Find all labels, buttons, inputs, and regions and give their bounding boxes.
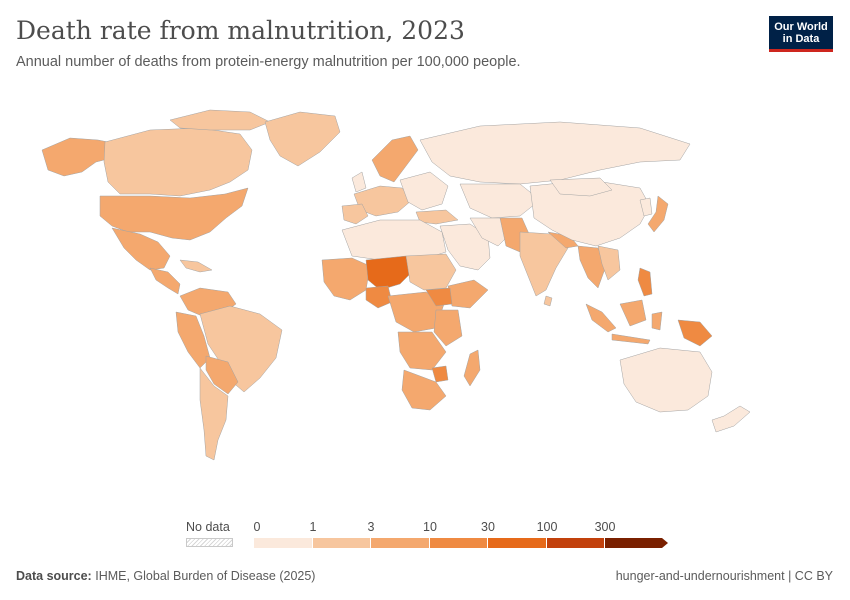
legend-tick-0: 0 (253, 520, 261, 534)
region-japan (647, 195, 669, 233)
region-new-zealand (711, 405, 751, 433)
region-china (529, 179, 651, 247)
license-text[interactable]: hunger-and-undernourishment | CC BY (615, 569, 833, 583)
legend-bin-300-plus (605, 538, 662, 548)
legend-bin-10-30 (430, 538, 488, 548)
region-scandinavia (371, 135, 419, 183)
region-caribbean (179, 259, 213, 273)
region-horn-of-africa (447, 279, 489, 309)
logo-line-2: in Data (782, 33, 820, 45)
world-map[interactable] (0, 100, 850, 510)
region-new-guinea (677, 319, 713, 347)
region-usa (99, 187, 249, 241)
chart-subtitle: Annual number of deaths from protein-ene… (16, 54, 521, 70)
legend-tick-1: 1 (309, 520, 317, 534)
legend-no-data-swatch (186, 538, 233, 547)
legend-bin-30-100 (488, 538, 547, 548)
owid-logo[interactable]: Our World in Data (769, 16, 833, 52)
region-zimbabwe (431, 365, 449, 383)
region-central-america (149, 267, 181, 295)
region-uk (351, 171, 367, 193)
data-source-text[interactable]: IHME, Global Burden of Disease (2025) (95, 569, 316, 583)
legend-arrow-icon (662, 538, 668, 548)
region-nigeria (365, 285, 393, 309)
region-north-africa (341, 219, 447, 261)
region-brazil (199, 305, 283, 393)
legend-no-data-label: No data (186, 520, 230, 534)
region-mexico (111, 227, 171, 271)
region-canada-islands (169, 109, 271, 131)
region-sumatra (585, 303, 617, 333)
region-sulawesi (651, 311, 663, 331)
region-java (611, 333, 651, 345)
region-russia (419, 121, 691, 185)
legend-bin-100-300 (547, 538, 605, 548)
region-ethiopia (425, 287, 453, 307)
region-myanmar-thailand (577, 245, 607, 289)
chart-title: Death rate from malnutrition, 2023 (16, 16, 465, 45)
region-australia (619, 347, 713, 413)
legend-tick-10: 10 (423, 520, 437, 534)
region-greenland (264, 111, 341, 167)
region-middle-east (439, 223, 491, 271)
color-legend: No data 0 1 3 10 30 100 300 (0, 514, 850, 554)
legend-bin-1-3 (313, 538, 371, 548)
region-indochina (597, 245, 621, 281)
region-angola-zambia (397, 331, 447, 371)
region-korea (639, 197, 653, 217)
legend-tick-3: 3 (367, 520, 375, 534)
data-source-label: Data source: (16, 569, 92, 583)
region-bolivia-paraguay (205, 355, 239, 395)
region-west-africa (321, 257, 371, 301)
region-iran (469, 217, 511, 247)
region-madagascar (463, 349, 481, 387)
region-sri-lanka (543, 295, 553, 307)
logo-line-1: Our World (774, 21, 828, 33)
region-borneo (619, 299, 647, 327)
region-philippines (637, 267, 653, 297)
region-eastern-europe (399, 171, 449, 211)
region-iberia (341, 203, 369, 225)
region-peru-ecuador (175, 311, 211, 369)
region-southern-africa (401, 369, 447, 411)
region-chad-sudan (405, 253, 457, 291)
region-mongolia (549, 177, 613, 197)
legend-tick-30: 30 (481, 520, 495, 534)
data-source: Data source: IHME, Global Burden of Dise… (16, 569, 315, 583)
region-argentina-chile (199, 367, 229, 461)
legend-tick-100: 100 (536, 520, 558, 534)
legend-tick-300: 300 (594, 520, 616, 534)
legend-bin-3-10 (371, 538, 430, 548)
region-east-africa (433, 309, 463, 347)
legend-bin-0-1 (254, 538, 313, 548)
region-central-asia (459, 183, 541, 219)
region-canada (103, 127, 253, 197)
